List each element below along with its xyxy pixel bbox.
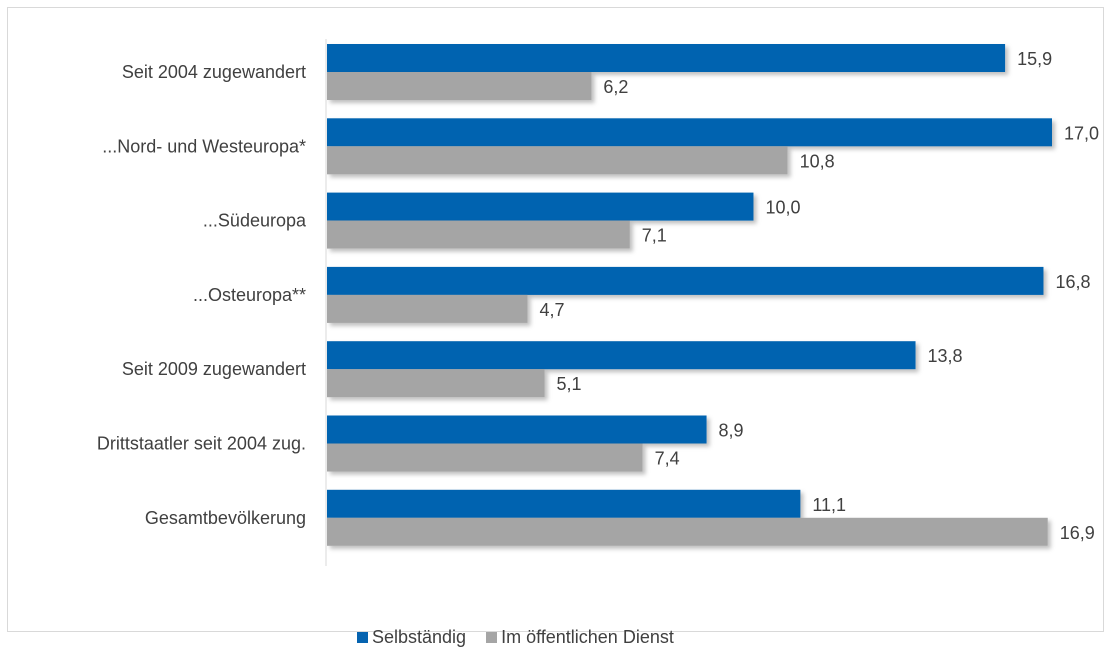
legend-item-oeffentlicher-dienst: Im öffentlichen Dienst bbox=[486, 627, 674, 648]
bar-selbstaendig bbox=[327, 415, 707, 444]
data-label: 7,4 bbox=[655, 449, 680, 469]
bar-oeffentlicher-dienst bbox=[327, 517, 1048, 546]
legend-item-selbstaendig: Selbständig bbox=[357, 627, 466, 648]
data-label: 10,8 bbox=[800, 151, 835, 171]
data-label: 7,1 bbox=[642, 226, 667, 246]
category-label: ...Osteuropa** bbox=[193, 285, 306, 305]
data-label: 11,1 bbox=[812, 495, 846, 515]
data-label: 6,2 bbox=[603, 77, 628, 97]
data-label: 13,8 bbox=[928, 346, 963, 366]
legend-label-oeffentlicher-dienst: Im öffentlichen Dienst bbox=[501, 627, 674, 647]
data-label: 5,1 bbox=[557, 374, 582, 394]
category-label: ...Südeuropa bbox=[203, 211, 307, 231]
bar-oeffentlicher-dienst bbox=[327, 294, 528, 323]
bar-oeffentlicher-dienst bbox=[327, 443, 643, 472]
data-label: 17,0 bbox=[1064, 123, 1099, 143]
category-label: Seit 2004 zugewandert bbox=[122, 62, 306, 82]
legend-swatch-oeffentlicher-dienst bbox=[486, 632, 498, 643]
category-label: Seit 2009 zugewandert bbox=[122, 359, 306, 379]
data-label: 16,9 bbox=[1060, 523, 1095, 543]
bar-selbstaendig bbox=[327, 118, 1052, 147]
bar-selbstaendig bbox=[327, 192, 754, 221]
legend-label-selbstaendig: Selbständig bbox=[372, 627, 467, 647]
category-label: ...Nord- und Westeuropa* bbox=[102, 136, 306, 156]
legend-swatch-selbstaendig bbox=[357, 632, 368, 643]
data-label: 8,9 bbox=[719, 421, 744, 441]
category-label: Drittstaatler seit 2004 zug. bbox=[97, 434, 306, 454]
bar-selbstaendig bbox=[327, 489, 801, 518]
bar-selbstaendig bbox=[327, 44, 1006, 72]
bar-selbstaendig bbox=[327, 341, 916, 370]
legend: Selbständig Im öffentlichen Dienst bbox=[0, 620, 1114, 650]
bar-oeffentlicher-dienst bbox=[327, 72, 592, 100]
bar-oeffentlicher-dienst bbox=[327, 369, 545, 398]
data-label: 16,8 bbox=[1055, 272, 1090, 292]
data-label: 10,0 bbox=[765, 198, 800, 218]
bar-oeffentlicher-dienst bbox=[327, 146, 788, 175]
data-label: 4,7 bbox=[539, 300, 564, 320]
category-label: Gesamtbevölkerung bbox=[145, 508, 306, 528]
data-label: 15,9 bbox=[1017, 49, 1052, 69]
bar-selbstaendig bbox=[327, 266, 1044, 295]
bar-oeffentlicher-dienst bbox=[327, 220, 630, 249]
